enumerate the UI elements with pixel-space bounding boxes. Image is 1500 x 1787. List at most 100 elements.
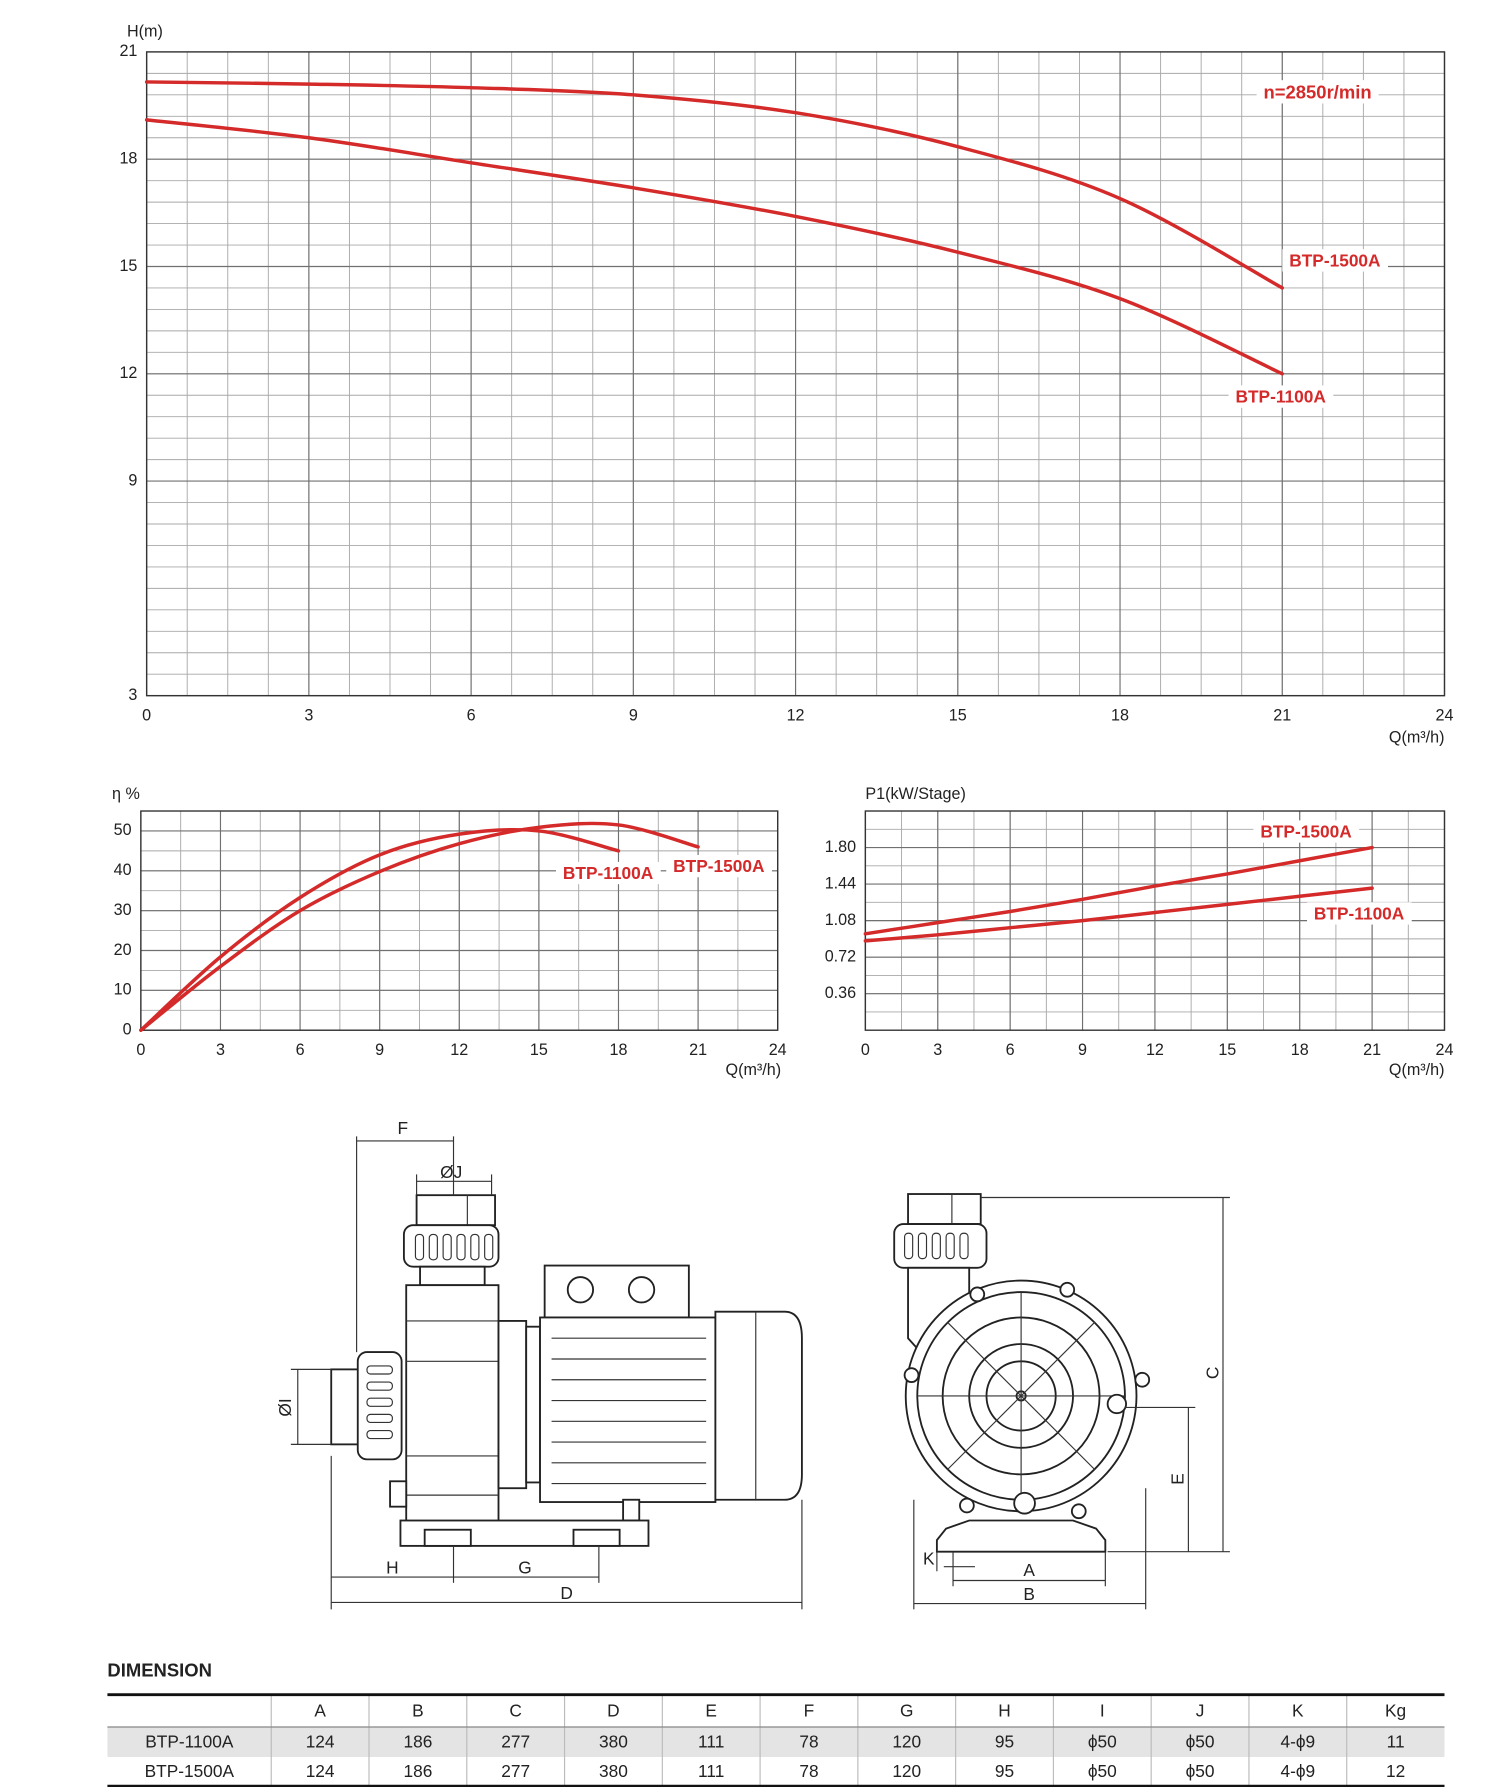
table-header: E <box>705 1701 717 1721</box>
label-background <box>1307 902 1412 925</box>
table-cell: 95 <box>995 1732 1014 1752</box>
table-header: I <box>1100 1701 1105 1721</box>
series-label: BTP-1500A <box>1260 821 1352 841</box>
y-axis-label: η % <box>112 785 140 803</box>
table-cell: 124 <box>306 1732 335 1752</box>
dimension-label: G <box>518 1558 531 1578</box>
series-line <box>139 821 700 1032</box>
y-tick-label: 30 <box>114 901 132 919</box>
table-header: G <box>900 1701 913 1721</box>
y-tick-label: 0.36 <box>825 984 856 1002</box>
y-tick-label: 21 <box>119 42 137 60</box>
label-background <box>1228 385 1334 408</box>
table-cell: 95 <box>995 1761 1014 1781</box>
x-axis-label: Q(m³/h) <box>1389 729 1445 747</box>
table-header: J <box>1196 1701 1205 1721</box>
x-tick-label: 6 <box>467 707 476 725</box>
table-header: Kg <box>1385 1701 1406 1721</box>
table-row-background <box>107 1727 1445 1758</box>
dimension-label: C <box>1202 1367 1222 1380</box>
table-cell: 4-ϕ9 <box>1280 1732 1315 1752</box>
dimension-label: A <box>1023 1560 1035 1580</box>
y-tick-label: 18 <box>119 149 137 167</box>
x-tick-label: 9 <box>629 707 638 725</box>
table-header: K <box>1292 1701 1304 1721</box>
plot-frame <box>140 810 779 1031</box>
y-tick-label: 0.72 <box>825 947 856 965</box>
plot-frame <box>864 810 1446 1031</box>
x-tick-label: 12 <box>450 1041 468 1059</box>
x-tick-label: 0 <box>142 707 151 725</box>
x-tick-label: 15 <box>949 707 967 725</box>
y-tick-label: 0 <box>123 1020 132 1038</box>
x-tick-label: 9 <box>375 1041 384 1059</box>
series-label: BTP-1100A <box>1314 903 1405 923</box>
y-tick-label: 3 <box>128 686 137 704</box>
table-cell: 12 <box>1386 1761 1405 1781</box>
x-axis-label: Q(m³/h) <box>726 1061 782 1079</box>
x-tick-label: 3 <box>933 1041 942 1059</box>
x-tick-label: 9 <box>1078 1041 1087 1059</box>
dimension-label: ØJ <box>440 1162 462 1182</box>
table-header: B <box>412 1701 424 1721</box>
x-tick-label: 24 <box>769 1041 787 1059</box>
label-background <box>666 854 772 878</box>
table-cell: 4-ϕ9 <box>1280 1761 1315 1781</box>
x-tick-label: 12 <box>787 707 805 725</box>
y-tick-label: 9 <box>128 471 137 489</box>
table-header: F <box>804 1701 815 1721</box>
x-tick-label: 12 <box>1146 1041 1164 1059</box>
table-cell: 277 <box>501 1732 530 1752</box>
y-tick-label: 40 <box>114 861 132 879</box>
x-tick-label: 24 <box>1436 1041 1454 1059</box>
table-cell: 111 <box>698 1732 724 1752</box>
table-cell: ϕ50 <box>1088 1732 1117 1752</box>
table-cell: 11 <box>1387 1732 1405 1752</box>
table-model: BTP-1100A <box>145 1732 234 1752</box>
table-cell: 111 <box>698 1761 724 1781</box>
table-cell: 186 <box>403 1732 432 1752</box>
dimension-label: B <box>1023 1584 1035 1604</box>
x-tick-label: 6 <box>296 1041 305 1059</box>
series-label: BTP-1100A <box>1235 387 1326 407</box>
pump-end-view: C E K A B <box>893 1193 1230 1610</box>
table-header: H <box>998 1701 1011 1721</box>
x-axis-label: Q(m³/h) <box>1389 1061 1445 1079</box>
y-axis-label: H(m) <box>127 23 163 41</box>
y-tick-label: 20 <box>114 941 132 959</box>
x-tick-label: 21 <box>689 1041 707 1059</box>
y-tick-label: 10 <box>114 981 132 999</box>
table-cell: 78 <box>799 1732 818 1752</box>
table-title: DIMENSION <box>107 1660 211 1681</box>
series-line <box>144 118 1285 376</box>
dimension-label: F <box>397 1118 408 1138</box>
table-header: D <box>607 1701 620 1721</box>
table-cell: 78 <box>799 1761 818 1781</box>
table-model: BTP-1500A <box>145 1761 235 1781</box>
label-background <box>555 861 661 885</box>
table-cell: ϕ50 <box>1088 1761 1117 1781</box>
table-header: C <box>509 1701 522 1721</box>
plot-frame <box>145 51 1446 697</box>
dimension-label: D <box>560 1583 573 1603</box>
y-tick-label: 12 <box>119 364 137 382</box>
x-tick-label: 18 <box>1291 1041 1309 1059</box>
table-cell: 124 <box>306 1761 335 1781</box>
x-tick-label: 21 <box>1273 707 1291 725</box>
table-cell: ϕ50 <box>1186 1761 1215 1781</box>
pump-side-view: F ØJ ØI H G D <box>275 1118 803 1610</box>
annotation: n=2850r/min <box>1264 81 1372 102</box>
y-tick-label: 15 <box>119 257 137 275</box>
table-cell: 120 <box>892 1732 921 1752</box>
dimension-label: E <box>1168 1473 1188 1485</box>
x-tick-label: 21 <box>1363 1041 1381 1059</box>
x-tick-label: 15 <box>1218 1041 1236 1059</box>
x-tick-label: 3 <box>216 1041 225 1059</box>
dimension-label: H <box>386 1558 399 1578</box>
label-background <box>1282 249 1388 272</box>
dimension-label: ØI <box>275 1398 295 1416</box>
y-tick-label: 1.44 <box>825 874 856 892</box>
x-tick-label: 0 <box>861 1041 870 1059</box>
label-background <box>1253 820 1360 843</box>
